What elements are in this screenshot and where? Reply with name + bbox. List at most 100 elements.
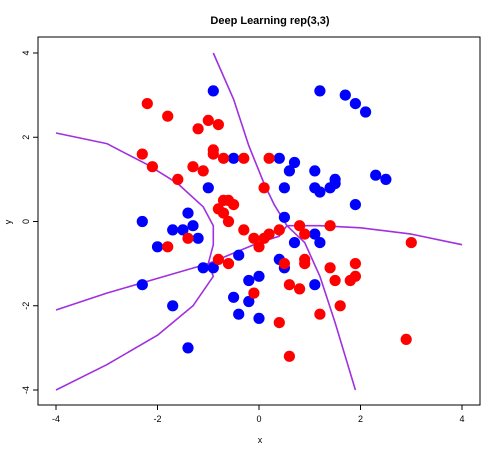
data-point bbox=[238, 224, 250, 236]
data-point bbox=[136, 215, 148, 228]
data-point bbox=[202, 114, 214, 126]
data-point bbox=[273, 317, 285, 329]
data-point bbox=[197, 262, 209, 274]
data-point bbox=[324, 220, 336, 232]
data-point bbox=[228, 199, 240, 211]
data-point bbox=[309, 279, 321, 291]
boundary-curve bbox=[286, 225, 357, 391]
data-point bbox=[202, 182, 214, 194]
data-point bbox=[167, 224, 179, 236]
data-point bbox=[162, 110, 174, 122]
data-point bbox=[329, 274, 341, 287]
data-point bbox=[222, 258, 235, 270]
data-point bbox=[222, 215, 235, 228]
chart-title: Deep Learning rep(3,3) bbox=[210, 15, 330, 27]
data-point bbox=[349, 199, 361, 211]
data-point bbox=[299, 228, 311, 240]
data-point bbox=[162, 241, 174, 253]
boundary-curve bbox=[55, 132, 215, 264]
x-tick-label: 0 bbox=[256, 414, 261, 424]
data-point bbox=[141, 98, 153, 110]
x-tick-label: 4 bbox=[459, 414, 464, 424]
data-point bbox=[136, 279, 148, 291]
data-point bbox=[197, 165, 209, 177]
data-point bbox=[299, 253, 311, 265]
y-tick-label: 4 bbox=[21, 50, 31, 55]
data-point bbox=[349, 98, 361, 110]
x-axis: -4 -2 0 2 4 bbox=[52, 404, 465, 424]
data-point bbox=[314, 308, 326, 320]
data-point bbox=[182, 207, 194, 219]
data-point bbox=[238, 152, 250, 164]
data-point bbox=[253, 241, 265, 253]
data-point bbox=[288, 156, 301, 169]
data-point bbox=[324, 262, 336, 274]
data-point bbox=[136, 148, 148, 160]
boundary-curve bbox=[55, 263, 215, 391]
data-point bbox=[283, 165, 295, 177]
data-point bbox=[278, 258, 290, 270]
data-point bbox=[309, 228, 321, 240]
data-point bbox=[263, 152, 275, 164]
data-point bbox=[339, 89, 351, 101]
data-point bbox=[294, 220, 306, 232]
data-point bbox=[380, 173, 392, 185]
data-point bbox=[309, 165, 321, 177]
data-point bbox=[370, 169, 382, 181]
data-point bbox=[243, 274, 255, 287]
x-axis-label: x bbox=[258, 435, 263, 445]
data-point bbox=[207, 85, 219, 97]
data-point bbox=[217, 207, 230, 219]
data-point bbox=[192, 123, 204, 135]
data-point bbox=[151, 241, 164, 253]
data-point bbox=[334, 300, 346, 312]
data-point bbox=[273, 152, 285, 164]
data-point bbox=[228, 291, 240, 303]
boundary-curve bbox=[286, 224, 463, 246]
data-points bbox=[136, 85, 417, 362]
data-point bbox=[248, 287, 260, 299]
data-point bbox=[248, 232, 260, 244]
data-point bbox=[283, 279, 295, 291]
data-point bbox=[172, 173, 184, 185]
data-point bbox=[192, 232, 204, 244]
data-point bbox=[253, 270, 265, 282]
x-tick-label: -2 bbox=[153, 414, 161, 424]
data-point bbox=[253, 312, 265, 324]
data-point bbox=[167, 300, 179, 312]
data-point bbox=[243, 295, 255, 308]
y-tick-label: 2 bbox=[21, 135, 31, 140]
y-tick-label: -4 bbox=[21, 386, 31, 394]
plot-frame bbox=[37, 36, 481, 406]
data-point bbox=[263, 228, 275, 240]
data-point bbox=[405, 237, 417, 249]
data-point bbox=[349, 258, 361, 270]
y-axis-label: y bbox=[3, 219, 13, 224]
data-point bbox=[187, 220, 199, 232]
data-point bbox=[228, 152, 240, 164]
data-point bbox=[314, 237, 326, 249]
y-tick-label: 0 bbox=[21, 219, 31, 224]
data-point bbox=[146, 161, 158, 173]
data-point bbox=[294, 283, 306, 295]
data-point bbox=[233, 249, 245, 261]
data-point bbox=[283, 350, 295, 362]
data-point bbox=[207, 144, 219, 156]
data-point bbox=[349, 270, 361, 282]
data-point bbox=[187, 161, 199, 173]
data-point bbox=[278, 211, 290, 223]
data-point bbox=[400, 333, 412, 345]
x-tick-label: -4 bbox=[52, 414, 60, 424]
data-point bbox=[233, 308, 245, 320]
x-tick-label: 2 bbox=[358, 414, 363, 424]
data-point bbox=[360, 106, 372, 118]
data-point bbox=[278, 182, 290, 194]
data-point bbox=[314, 85, 326, 97]
data-point bbox=[177, 224, 189, 236]
data-point bbox=[212, 119, 224, 131]
data-point bbox=[288, 237, 301, 249]
data-point bbox=[329, 178, 341, 190]
data-point bbox=[182, 342, 194, 354]
data-point bbox=[212, 253, 224, 265]
